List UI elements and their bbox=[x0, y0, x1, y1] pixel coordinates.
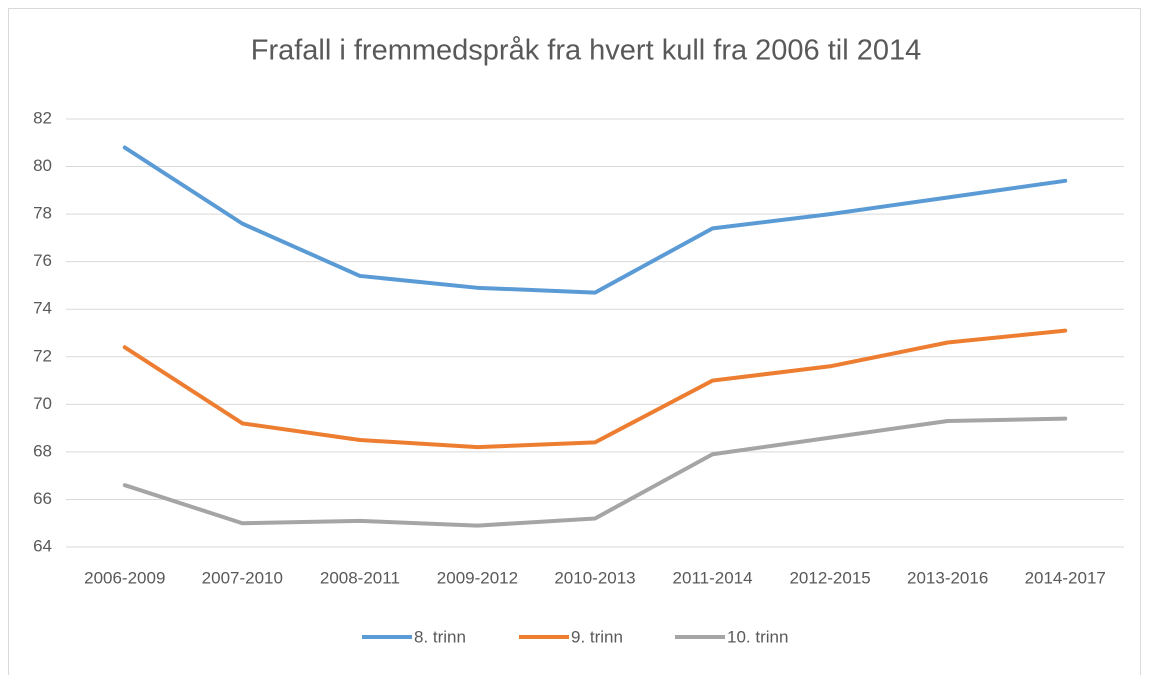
legend-label: 8. trinn bbox=[414, 627, 466, 646]
x-tick-label: 2008-2011 bbox=[320, 568, 400, 587]
y-tick-label: 68 bbox=[33, 441, 52, 460]
y-tick-label: 80 bbox=[33, 156, 52, 175]
y-tick-label: 66 bbox=[33, 489, 52, 508]
chart-frame bbox=[8, 8, 1141, 680]
legend-label: 10. trinn bbox=[727, 627, 788, 646]
y-tick-label: 74 bbox=[33, 299, 52, 318]
x-tick-label: 2012-2015 bbox=[789, 568, 870, 587]
chart-title: Frafall i fremmedspråk fra hvert kull fr… bbox=[251, 35, 922, 67]
x-tick-label: 2011-2014 bbox=[673, 568, 753, 587]
y-tick-label: 82 bbox=[33, 108, 52, 127]
y-tick-label: 72 bbox=[33, 346, 52, 365]
x-tick-label: 2010-2013 bbox=[554, 568, 635, 587]
line-series bbox=[122, 328, 1068, 450]
y-tick-label: 78 bbox=[33, 204, 52, 223]
x-tick-label: 2013-2016 bbox=[907, 568, 988, 587]
y-tick-label: 64 bbox=[33, 536, 52, 555]
x-tick-label: 2014-2017 bbox=[1025, 568, 1106, 587]
y-tick-label: 70 bbox=[33, 394, 52, 413]
line-series bbox=[122, 416, 1068, 528]
y-tick-label: 76 bbox=[33, 251, 52, 270]
x-tick-label: 2009-2012 bbox=[437, 568, 518, 587]
x-tick-label: 2006-2009 bbox=[84, 568, 165, 587]
x-tick-label: 2007-2010 bbox=[202, 568, 283, 587]
line-series bbox=[122, 145, 1068, 295]
legend-label: 9. trinn bbox=[571, 627, 623, 646]
